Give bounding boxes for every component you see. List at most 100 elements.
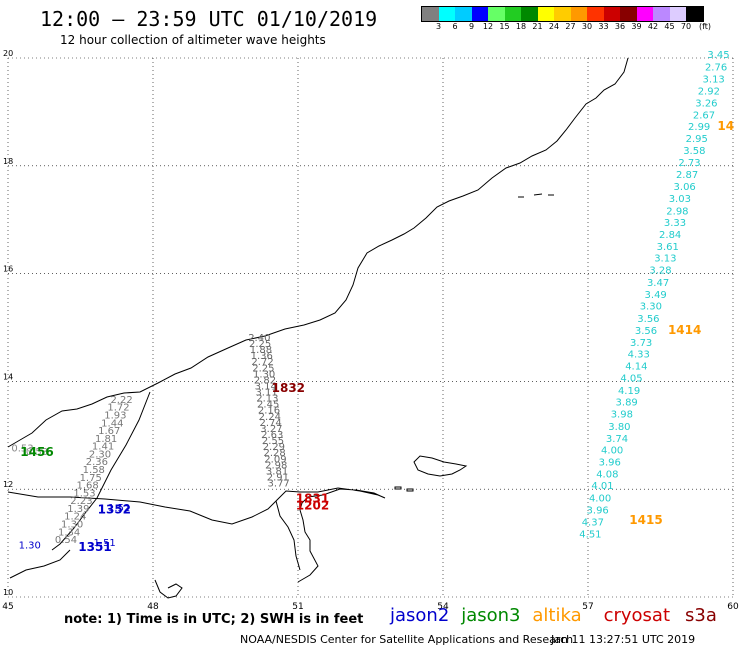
swh-value: 2.55 [262,436,284,447]
legend-tick: 21 [532,22,543,31]
swh-value: 3.73 [630,338,652,349]
swh-value: 2.23 [70,496,92,507]
pass-time-label: 1832 [272,381,305,395]
swh-value: 3.61 [657,242,679,253]
swh-value: 3.06 [674,182,696,193]
swh-value: 1.75 [80,473,102,484]
legend-tick: 33 [598,22,609,31]
legend-tick: 27 [565,22,576,31]
swh-value: 1.30 [19,540,41,551]
swh-value: 2.29 [263,442,285,453]
swh-value: 1.51 [94,538,116,549]
swh-value: 3.96 [599,457,621,468]
swh-value: 1.93 [104,411,126,422]
swh-value: 2.87 [676,170,698,181]
swh-value: 2.22 [110,395,132,406]
x-tick-label: 54 [437,602,449,612]
legend-tick: 12 [482,22,494,31]
swh-value: 1.30 [253,369,275,380]
swh-value: 1.53 [73,488,95,499]
swh-value: 3.96 [587,505,609,516]
swh-value: 2.24 [259,412,281,423]
y-tick-label: 10 [3,588,13,597]
swh-value: 0.54 [55,535,77,546]
legend-tick: 36 [614,22,626,31]
swh-value: 4.08 [596,469,618,480]
legend-tick: 24 [548,22,560,31]
legend-swatch [504,7,521,21]
swh-value: 2.40 [248,333,270,344]
legend-tick: 18 [515,22,527,31]
graticule [7,57,734,598]
coastline-arabia [7,57,629,448]
legend-swatch [603,7,620,21]
swh-value: 2.82 [254,375,276,386]
swh-value: 3.47 [647,278,669,289]
swh-value: 2.98 [666,206,688,217]
coastline [7,57,629,599]
swh-value: 3.77 [268,479,290,490]
x-tick-label: 57 [582,602,593,612]
satellite-cryosat: cryosat [603,605,671,626]
pass-time-label: 1352 [98,502,131,516]
pass-time-label: 14 [717,119,734,133]
swh-value: 2.76 [705,62,727,73]
color-legend-ticks: 3 6 9 12 15 18 21 24 27 30 33 36 39 42 45 70 (ft) [421,22,731,34]
swh-value: 4.51 [579,530,601,541]
swh-value: 3.27 [260,424,282,435]
swh-value: 3.33 [664,218,686,229]
x-tick-label: 45 [2,602,13,612]
swh-value: 4.00 [601,446,623,457]
pass-time-label: 1351 [78,540,111,554]
swh-value: 3.80 [608,422,630,433]
legend-swatch [669,7,686,21]
legend-tick: 70 [680,22,692,31]
swh-value: 3.28 [649,266,671,277]
axis-labels: 45 48 51 54 57 60 20 18 16 14 12 10 [2,49,739,612]
page-subtitle: 12 hour collection of altimeter wave hei… [60,33,326,47]
x-tick-label: 48 [147,602,159,612]
swh-value: 3.49 [645,290,667,301]
legend-unit: (ft) [698,22,712,31]
coastline-southwest [9,549,71,579]
swh-value: 4.19 [618,386,640,397]
swh-value: 1.52 [108,503,130,514]
swh-value: 1.30 [61,520,83,531]
legend-tick: 15 [499,22,510,31]
swh-value: 1.39 [67,504,89,515]
swh-value: 2.63 [261,430,283,441]
swh-value: 2.92 [698,87,720,98]
swh-value: 3.11 [255,388,277,399]
swh-value: 2.25 [249,339,271,350]
pass-time-label: 1456 [20,445,53,459]
pass-time-label: 1202 [296,499,329,513]
swh-value: 1.34 [58,527,80,538]
legend-swatch [422,7,439,21]
swh-value: 3.58 [683,146,705,157]
pass-time-label: 1831 [296,492,329,506]
satellite-altika: altika [532,605,582,626]
swh-value: 2.72 [251,357,273,368]
coastline-horn-detail [154,579,183,599]
map-note: note: 1) Time is in UTC; 2) SWH is in fe… [64,612,364,627]
swh-value: 4.00 [589,494,611,505]
legend-tick: 6 [452,22,458,31]
swh-value: 1.36 [251,351,273,362]
legend-swatch [554,7,571,21]
swh-value: 3.13 [654,254,676,265]
swh-value: 4.33 [628,350,650,361]
swh-value: 2.30 [89,449,111,460]
page-title: 12:00 – 23:59 UTC 01/10/2019 [40,7,378,31]
coastline-africa [7,487,386,583]
swh-value: 0.53 [26,447,48,458]
swh-value: 3.03 [669,194,691,205]
legend-swatch [537,7,554,21]
swh-value: 3.26 [695,99,717,110]
legend-tick: 9 [468,22,475,31]
swh-value: 2.84 [659,230,681,241]
island-small-1 [394,486,402,490]
swh-value: 2.36 [86,457,108,468]
legend-swatch [636,7,653,21]
legend-swatch [455,7,472,21]
coastline-somalia-east [275,500,301,571]
